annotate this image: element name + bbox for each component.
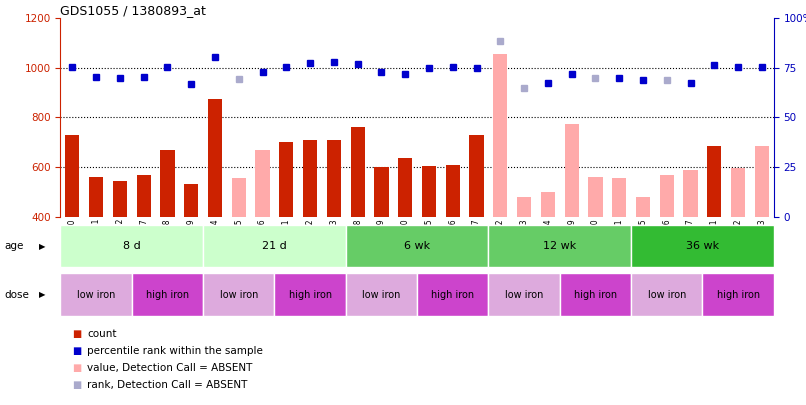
Bar	[422, 166, 436, 316]
Bar	[446, 164, 460, 316]
Text: ■: ■	[73, 346, 81, 356]
Bar	[346, 225, 488, 267]
Text: 36 wk: 36 wk	[686, 241, 719, 251]
Bar	[374, 167, 388, 316]
Text: high iron: high iron	[431, 290, 475, 300]
Bar	[631, 273, 703, 316]
Bar	[488, 225, 631, 267]
Text: high iron: high iron	[146, 290, 189, 300]
Text: ■: ■	[73, 363, 81, 373]
Bar	[203, 225, 346, 267]
Bar	[398, 158, 413, 316]
Bar	[659, 175, 674, 316]
Bar	[326, 140, 341, 316]
Bar	[231, 178, 246, 316]
Bar	[541, 192, 555, 316]
Text: low iron: low iron	[647, 290, 686, 300]
Bar	[631, 225, 774, 267]
Bar	[488, 273, 559, 316]
Text: GDS1055 / 1380893_at: GDS1055 / 1380893_at	[60, 4, 206, 17]
Text: rank, Detection Call = ABSENT: rank, Detection Call = ABSENT	[87, 380, 247, 390]
Text: 8 d: 8 d	[123, 241, 141, 251]
Text: 6 wk: 6 wk	[404, 241, 430, 251]
Bar	[60, 225, 203, 267]
Text: count: count	[87, 329, 117, 339]
Text: low iron: low iron	[77, 290, 115, 300]
Bar	[351, 127, 365, 316]
Text: high iron: high iron	[717, 290, 760, 300]
Bar	[559, 273, 631, 316]
Bar	[731, 168, 746, 316]
Text: low iron: low iron	[505, 290, 543, 300]
Text: percentile rank within the sample: percentile rank within the sample	[87, 346, 263, 356]
Bar	[754, 146, 769, 316]
Text: value, Detection Call = ABSENT: value, Detection Call = ABSENT	[87, 363, 252, 373]
Bar	[184, 184, 198, 316]
Bar	[279, 142, 293, 316]
Bar	[274, 273, 346, 316]
Text: 21 d: 21 d	[262, 241, 287, 251]
Bar	[208, 99, 222, 316]
Bar	[418, 273, 488, 316]
Text: high iron: high iron	[289, 290, 332, 300]
Text: ■: ■	[73, 380, 81, 390]
Bar	[132, 273, 203, 316]
Bar	[256, 150, 270, 316]
Bar	[707, 146, 721, 316]
Bar	[346, 273, 418, 316]
Text: low iron: low iron	[362, 290, 401, 300]
Text: age: age	[4, 241, 23, 251]
Bar	[517, 197, 531, 316]
Text: 12 wk: 12 wk	[543, 241, 576, 251]
Bar	[60, 273, 132, 316]
Text: low iron: low iron	[219, 290, 258, 300]
Bar	[612, 178, 626, 316]
Bar	[136, 175, 151, 316]
Bar	[160, 150, 175, 316]
Bar	[636, 197, 650, 316]
Text: high iron: high iron	[574, 290, 617, 300]
Bar	[683, 170, 698, 316]
Bar	[303, 140, 318, 316]
Bar	[588, 177, 603, 316]
Bar	[89, 177, 103, 316]
Bar	[113, 181, 127, 316]
Text: dose: dose	[4, 290, 29, 300]
Bar	[564, 124, 579, 316]
Bar	[469, 135, 484, 316]
Bar	[493, 54, 508, 316]
Text: ▶: ▶	[39, 290, 45, 299]
Bar	[65, 135, 80, 316]
Bar	[203, 273, 274, 316]
Bar	[702, 273, 774, 316]
Text: ▶: ▶	[39, 241, 45, 251]
Text: ■: ■	[73, 329, 81, 339]
